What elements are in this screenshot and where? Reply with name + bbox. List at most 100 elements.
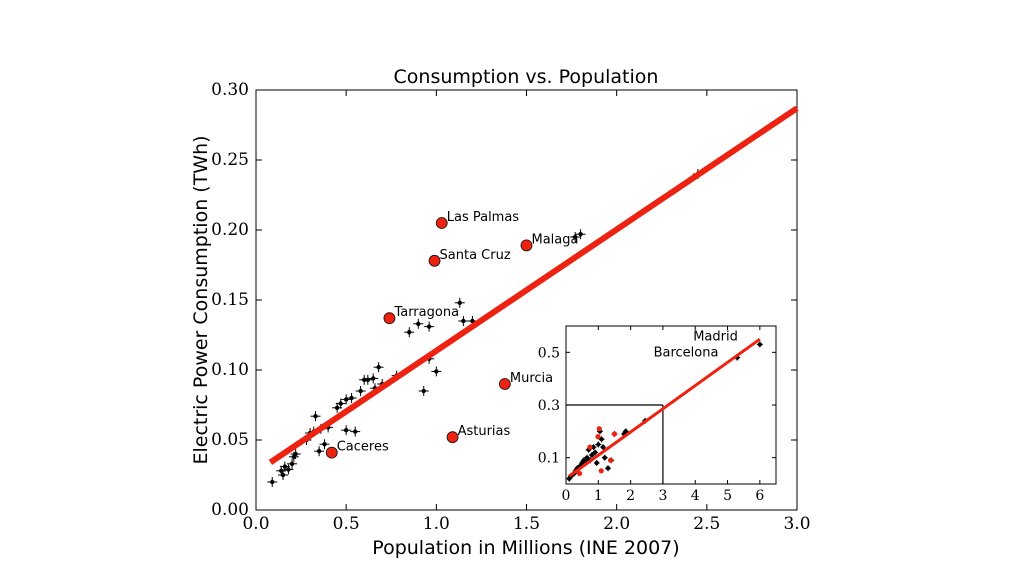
data-point (349, 395, 354, 401)
highlighted-point (446, 431, 459, 444)
data-point (358, 388, 363, 394)
data-point (407, 330, 412, 335)
highlighted-point (383, 312, 396, 325)
highlighted-point (428, 254, 441, 267)
inset-fit-line (568, 337, 761, 478)
data-point (316, 449, 322, 454)
data-point (282, 464, 288, 469)
inset-y-tick-label: 0.3 (538, 398, 560, 414)
inset-labels: Madrid Barcelona (654, 329, 738, 360)
inset-zoom-box-group (566, 404, 664, 484)
inset-y-tick-label: 0.1 (538, 451, 560, 467)
data-point (270, 479, 275, 485)
data-point (572, 234, 578, 240)
data-point (426, 324, 432, 329)
data-point (322, 442, 327, 447)
inset-data-point (591, 444, 596, 450)
inset-data-point (602, 455, 607, 460)
chart-title: Consumption vs. Population (394, 66, 659, 88)
fit-line (268, 105, 799, 465)
data-point (279, 468, 284, 473)
inset-x-tick-label: 0 (562, 488, 571, 504)
highlighted-point-label: Santa Cruz (440, 248, 511, 263)
highlighted-point (498, 378, 511, 390)
inset-data-point (592, 450, 598, 455)
data-point (280, 472, 286, 478)
data-point (376, 365, 381, 370)
x-tick-label: 3.0 (783, 514, 810, 534)
inset-data-point (594, 460, 599, 466)
main-highlights: Las Palmas Malaga Santa Cruz Tarragona Murci… (325, 210, 579, 459)
x-tick-label: 1.5 (513, 514, 540, 534)
inset-highlighted-point (587, 444, 593, 450)
inset-label-madrid: Madrid (693, 329, 738, 344)
inset-data-point (589, 452, 595, 458)
x-tick-label: 0.5 (333, 514, 360, 534)
x-tick-label: 2.5 (693, 514, 720, 534)
data-point (470, 318, 475, 324)
highlighted-point-label: Las Palmas (447, 210, 520, 225)
highlighted-point-label: Murcia (510, 371, 553, 386)
inset-x-tick-label: 5 (723, 488, 732, 504)
inset-highlighted-point (607, 457, 614, 463)
inset-x-tick-label: 4 (691, 488, 700, 504)
inset-data-point (584, 455, 590, 460)
inset-highlighted-point (596, 426, 602, 432)
inset-x-tick-label: 2 (626, 488, 635, 504)
data-point (343, 428, 349, 433)
inset-highlighted-point (598, 468, 604, 474)
data-point (578, 232, 583, 237)
y-tick-label: 0.30 (211, 80, 249, 100)
data-point (352, 429, 358, 434)
inset-y-tick-label: 0.5 (538, 345, 560, 361)
inset-data-point (596, 442, 601, 447)
x-tick-label: 0.0 (242, 514, 269, 534)
highlighted-point-label: Asturias (458, 424, 511, 439)
data-point (313, 414, 318, 419)
x-axis-label: Population in Millions (INE 2007) (372, 537, 679, 559)
main-plot: Consumption vs. Population Population in… (190, 66, 811, 559)
highlighted-point-label: Caceres (337, 440, 389, 455)
data-point (434, 369, 439, 374)
data-point (286, 467, 291, 472)
inset-ticks: 0 1 2 3 4 5 6 0.1 0.3 0.5 (538, 326, 776, 504)
y-tick-label: 0.10 (211, 360, 249, 380)
data-point (421, 388, 426, 394)
main-points (267, 169, 703, 487)
y-tick-label: 0.15 (211, 290, 249, 310)
inset-plot: 0 1 2 3 4 5 6 0.1 0.3 0.5 Madrid Barcelona (538, 325, 777, 504)
y-tick-label: 0.25 (211, 150, 249, 170)
highlighted-point (325, 446, 338, 459)
y-tick-label: 0.00 (211, 500, 249, 520)
data-point (334, 405, 340, 410)
highlighted-point-label: Tarragona (393, 305, 459, 320)
inset-x-tick-label: 6 (755, 488, 764, 504)
inset-label-barcelona: Barcelona (654, 346, 719, 361)
inset-highlighted-point (611, 431, 618, 437)
inset-x-tick-label: 3 (658, 488, 667, 504)
inset-data-point (605, 466, 611, 471)
data-point (289, 461, 295, 466)
inset-data-point (623, 429, 628, 434)
x-tick-label: 1.0 (423, 514, 450, 534)
y-tick-label: 0.05 (211, 430, 249, 450)
inset-data-point (600, 444, 606, 450)
inset-fit-line-group (568, 337, 761, 478)
highlighted-point-label: Malaga (532, 232, 579, 247)
x-tick-label: 2.0 (603, 514, 630, 534)
inset-highlighted-point (576, 470, 583, 477)
inset-x-tick-label: 1 (594, 488, 603, 504)
main-fit-line-group (268, 105, 799, 465)
highlighted-point (520, 239, 533, 252)
y-axis-label: Electric Power Consumption (TWh) (190, 135, 212, 464)
data-point (457, 300, 462, 305)
data-point (461, 318, 466, 324)
data-point (416, 321, 421, 326)
data-point (371, 376, 376, 381)
inset-highlighted-point (595, 434, 601, 440)
highlighted-point (435, 217, 448, 229)
inset-data-point (599, 437, 604, 442)
y-tick-label: 0.20 (211, 220, 249, 240)
main-ticks: 0.0 0.5 1.0 1.5 2.0 2.5 3.00.000.050.100.150.2… (211, 80, 810, 534)
